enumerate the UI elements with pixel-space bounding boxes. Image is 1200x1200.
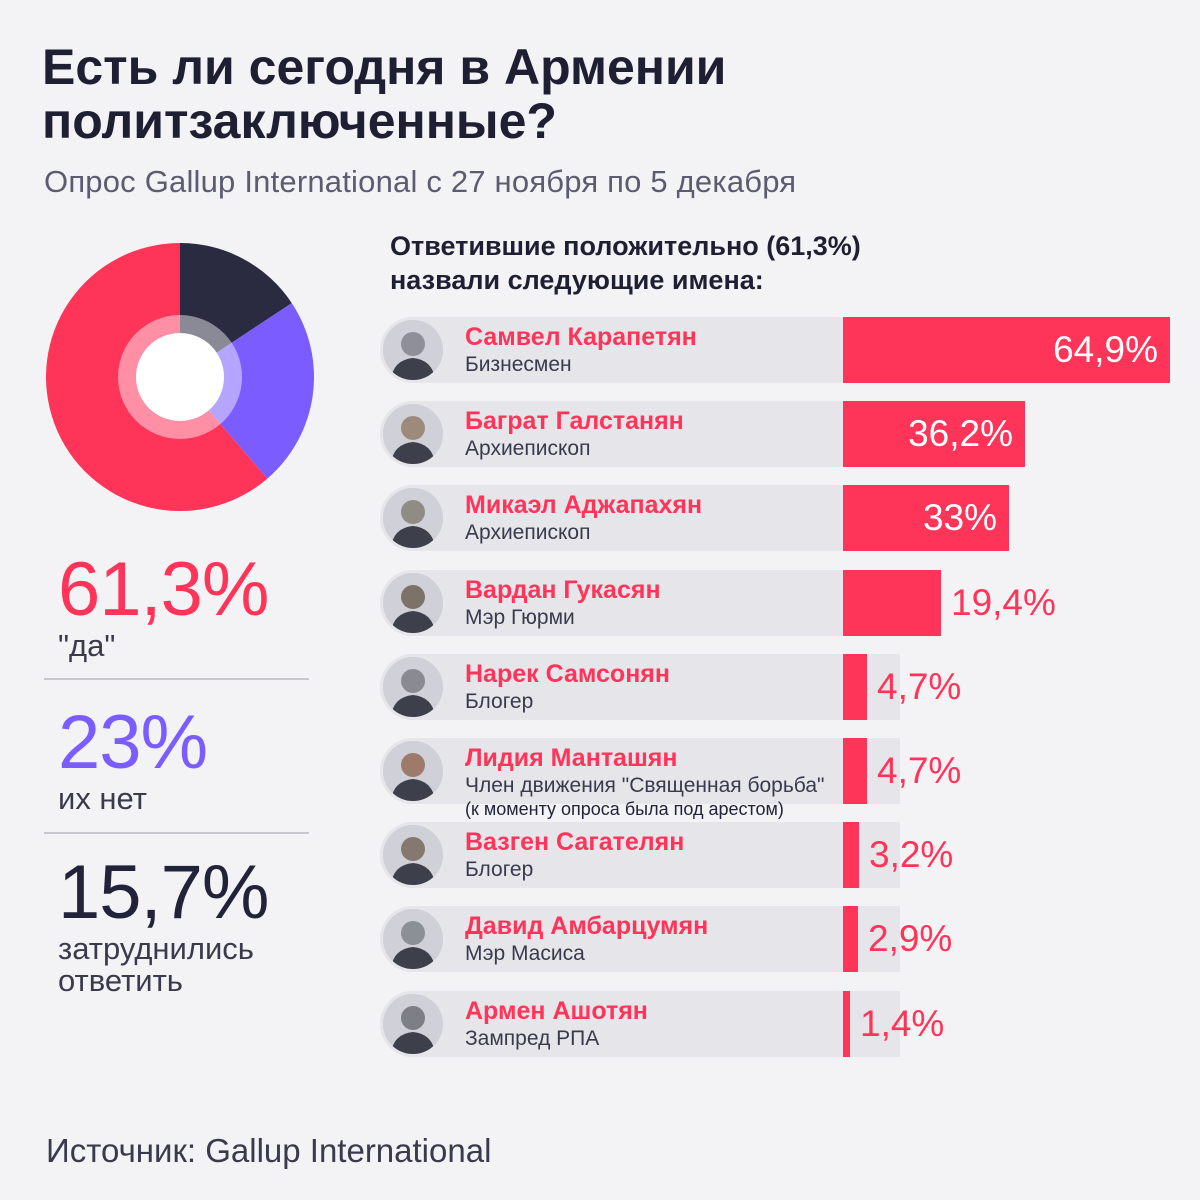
bar <box>843 485 1009 552</box>
stat-no: 23% их нет <box>58 700 208 816</box>
bar-label-name: Микаэл Аджапахян <box>465 491 703 520</box>
bar-chart-title: Ответившие положительно (61,3%) назвали … <box>390 229 861 297</box>
page-title: Есть ли сегодня в Армении политзаключенн… <box>42 40 1042 148</box>
pie-chart <box>46 243 314 511</box>
bar-row-background <box>380 485 900 552</box>
stat-no-label: их нет <box>58 781 147 816</box>
bar-row: Самвел Карапетян Бизнесмен 64,9% <box>380 317 1170 383</box>
person-photo <box>380 653 446 720</box>
stat-yes-label: "да" <box>58 628 116 663</box>
person-photo-icon <box>383 404 443 465</box>
bar-label-role: Мэр Масиса <box>465 942 585 966</box>
bar <box>843 738 867 804</box>
bar-value-label: 1,4% <box>860 1002 945 1044</box>
bar-label-name: Нарек Самсонян <box>465 659 670 688</box>
pie-slice-no <box>180 303 314 479</box>
title-line-2: политзаключенные? <box>42 93 557 149</box>
bar-row: Вардан Гукасян Мэр Гюрми 19,4% <box>380 569 1170 636</box>
bar-row-background <box>380 569 900 636</box>
person-photo <box>380 401 446 468</box>
bar <box>843 401 1025 468</box>
bar-row-background <box>380 317 900 383</box>
person-photo-icon <box>383 993 443 1054</box>
stat-yes: 61,3% "да" <box>58 550 269 662</box>
bar-label-role: Архиепископ <box>465 521 591 545</box>
person-photo-icon <box>383 656 443 717</box>
bar-label-role: Зампред РПА <box>465 1026 600 1050</box>
bar-label-name: Вардан Гукасян <box>465 575 661 604</box>
bar-row-background <box>380 653 900 720</box>
person-photo <box>380 569 446 636</box>
person-photo-icon <box>383 741 443 801</box>
bar-chart-title-line-2: назвали следующие имена: <box>390 265 764 295</box>
bar-label-name: Армен Ашотян <box>465 996 648 1025</box>
stat-dk-label-2: ответить <box>58 963 183 998</box>
bar-row-background <box>380 906 900 973</box>
person-photo <box>380 822 446 889</box>
bar-label-note: (к моменту опроса была под арестом) <box>465 799 784 819</box>
source-note: Источник: Gallup International <box>46 1132 492 1169</box>
bar-label-role: Бизнесмен <box>465 353 572 376</box>
bar-label-name: Баграт Галстанян <box>465 407 684 436</box>
bar-row: Лидия Манташян Член движения "Священная б… <box>380 738 1170 819</box>
bar-row: Баграт Галстанян Архиепископ 36,2% <box>380 401 1170 468</box>
bar-value-label: 4,7% <box>877 750 962 791</box>
bar-label-role: Архиепископ <box>465 437 591 461</box>
bar-value-label: 33% <box>922 497 997 539</box>
bar-row: Микаэл Аджапахян Архиепископ 33% <box>380 485 1170 552</box>
bar <box>843 569 941 636</box>
bar-row-background <box>380 822 900 889</box>
bar <box>843 653 867 720</box>
person-photo <box>380 906 446 973</box>
bar-row: Давид Амбарцумян Мэр Масиса 2,9% <box>380 906 1170 973</box>
stat-dk-label-1: затруднились <box>58 931 254 966</box>
pie-chart-svg <box>46 243 314 511</box>
bar-label-role: Блогер <box>465 689 534 713</box>
bar-value-label: 36,2% <box>908 413 1013 455</box>
person-photo <box>380 317 446 383</box>
bar <box>843 317 1170 383</box>
bar-row-background <box>380 738 900 804</box>
person-photo-icon <box>383 320 443 380</box>
stat-dk-value: 15,7% <box>58 850 269 935</box>
person-photo-icon <box>383 825 443 886</box>
bar-row: Армен Ашотян Зампред РПА 1,4% <box>380 990 1170 1057</box>
person-photo-icon <box>383 909 443 970</box>
bar-row: Вазген Сагателян Блогер 3,2% <box>380 822 1170 889</box>
person-photo <box>380 738 446 804</box>
bar-chart-title-line-1: Ответившие положительно (61,3%) <box>390 231 861 261</box>
bar-value-label: 3,2% <box>869 834 954 876</box>
stat-dont-know: 15,7% затруднились ответить <box>58 853 269 997</box>
stat-divider-2 <box>44 832 309 834</box>
person-photo-icon <box>383 488 443 549</box>
bar-value-label: 2,9% <box>868 918 953 960</box>
bar <box>843 990 850 1057</box>
stat-divider-1 <box>44 678 309 680</box>
bar-value-label: 19,4% <box>951 581 1056 623</box>
title-line-1: Есть ли сегодня в Армении <box>42 39 727 95</box>
bar-label-role: Блогер <box>465 858 534 882</box>
bar-value-label: 4,7% <box>877 665 962 707</box>
person-photo-icon <box>383 572 443 633</box>
bar-label-name: Самвел Карапетян <box>465 323 697 351</box>
bar-label-name: Лидия Манташян <box>465 744 678 772</box>
bar <box>843 822 859 889</box>
bar-row-background <box>380 401 900 468</box>
bar-row-background <box>380 990 900 1057</box>
stat-yes-value: 61,3% <box>58 547 269 632</box>
bar-label-role: Мэр Гюрми <box>465 605 575 629</box>
pie-hole <box>136 333 224 421</box>
person-photo <box>380 485 446 552</box>
bar-row: Нарек Самсонян Блогер 4,7% <box>380 653 1170 720</box>
bar <box>843 906 858 973</box>
stat-no-value: 23% <box>58 700 208 785</box>
person-photo <box>380 990 446 1057</box>
bar-label-name: Вазген Сагателян <box>465 828 685 857</box>
subtitle: Опрос Gallup International с 27 ноября п… <box>44 164 797 199</box>
bar-label-name: Давид Амбарцумян <box>465 912 709 941</box>
bar-value-label: 64,9% <box>1053 329 1158 370</box>
bar-label-role: Член движения "Священная борьба" <box>465 774 825 797</box>
